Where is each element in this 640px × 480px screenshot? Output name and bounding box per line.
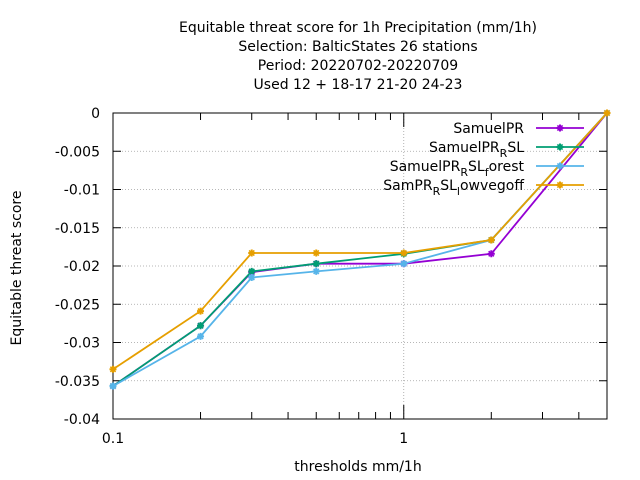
point-stroke bbox=[313, 249, 320, 257]
legend-label-part: SL bbox=[468, 159, 485, 175]
data-point bbox=[556, 162, 564, 170]
point-stroke bbox=[400, 249, 407, 257]
legend-label-part: owvegoff bbox=[460, 178, 524, 194]
y-tick-label: -0.04 bbox=[64, 412, 100, 428]
y-tick-label: -0.01 bbox=[64, 183, 100, 199]
point-stroke bbox=[109, 382, 117, 390]
legend-label: SamuelPR bbox=[453, 121, 524, 137]
series-line bbox=[112, 112, 608, 387]
title-line: Selection: BalticStates 26 stations bbox=[238, 39, 477, 55]
grid bbox=[113, 113, 607, 419]
point-stroke bbox=[313, 268, 320, 275]
point-stroke bbox=[603, 109, 611, 117]
title-line: Period: 20220702-20220709 bbox=[258, 58, 458, 74]
point-stroke bbox=[197, 322, 204, 329]
legend-label-part: R bbox=[500, 147, 508, 160]
y-tick-label: -0.015 bbox=[55, 221, 100, 237]
data-point bbox=[197, 332, 205, 340]
series-line bbox=[112, 112, 608, 387]
data-point bbox=[248, 249, 256, 257]
data-point bbox=[556, 124, 564, 132]
legend-entry: SamuelPR bbox=[453, 121, 584, 137]
point-stroke bbox=[556, 124, 564, 132]
data-point bbox=[487, 250, 495, 258]
data-point bbox=[556, 181, 564, 189]
legend-label-part: SamuelPR bbox=[429, 140, 500, 156]
point-stroke bbox=[248, 268, 255, 275]
legend-label-part: l bbox=[457, 185, 460, 198]
series-layer bbox=[109, 109, 611, 390]
legend: SamuelPRSamuelPRRSLSamuelPRRSLforestSamP… bbox=[383, 121, 584, 198]
point-stroke bbox=[556, 162, 564, 170]
y-tick-label: -0.025 bbox=[55, 297, 100, 313]
axes: 0 -0.005 -0.01 -0.015 -0.02 -0.025 -0.03 -0.035… bbox=[55, 106, 608, 447]
legend-entry: SamuelPRRSLforest bbox=[390, 159, 584, 179]
data-point bbox=[556, 143, 564, 151]
point-stroke bbox=[556, 181, 564, 189]
title-line: Used 12 + 18-17 21-20 24-23 bbox=[254, 77, 463, 93]
data-point bbox=[487, 236, 495, 244]
title-line: Equitable threat score for 1h Precipitat… bbox=[179, 20, 537, 36]
data-point bbox=[197, 322, 205, 330]
y-tick-label: -0.02 bbox=[64, 259, 100, 275]
point-stroke bbox=[556, 143, 564, 151]
legend-label-part: SamuelPR bbox=[390, 159, 461, 175]
point-stroke bbox=[197, 307, 204, 315]
point-stroke bbox=[488, 250, 495, 257]
y-tick-label: 0 bbox=[91, 106, 100, 122]
legend-entry: SamPRRSLlowvegoff bbox=[383, 178, 584, 198]
legend-label: SamuelPRRSLforest bbox=[390, 159, 525, 179]
series-line bbox=[112, 112, 608, 387]
x-tick-label: 0.1 bbox=[102, 431, 124, 447]
data-point bbox=[603, 109, 611, 117]
point-stroke bbox=[313, 260, 320, 267]
y-tick-label: -0.005 bbox=[55, 144, 100, 160]
point-stroke bbox=[248, 249, 255, 257]
y-tick-label: -0.035 bbox=[55, 374, 100, 390]
data-point bbox=[248, 267, 256, 275]
data-point bbox=[312, 260, 320, 268]
legend-label-part: R bbox=[433, 185, 441, 198]
legend-label-part: orest bbox=[489, 159, 525, 175]
plot-frame bbox=[112, 112, 608, 420]
point-stroke bbox=[197, 333, 204, 340]
legend-label-part: SL bbox=[440, 178, 457, 194]
legend-label-part: SamuelPR bbox=[453, 121, 524, 137]
data-point bbox=[400, 260, 408, 268]
legend-label-part: f bbox=[485, 166, 490, 179]
chart-title: Equitable threat score for 1h Precipitat… bbox=[179, 20, 537, 93]
legend-label: SamPRRSLlowvegoff bbox=[383, 178, 524, 198]
x-tick-label: 1 bbox=[399, 431, 408, 447]
point-stroke bbox=[109, 366, 117, 373]
point-stroke bbox=[488, 236, 495, 244]
legend-label: SamuelPRRSL bbox=[429, 140, 524, 160]
point-stroke bbox=[248, 274, 255, 281]
y-tick-label: -0.03 bbox=[64, 336, 100, 352]
data-point bbox=[197, 307, 205, 315]
point-stroke bbox=[400, 260, 407, 267]
legend-entry: SamuelPRRSL bbox=[429, 140, 584, 160]
legend-label-part: R bbox=[460, 166, 468, 179]
legend-label-part: SL bbox=[507, 140, 524, 156]
data-point bbox=[109, 365, 117, 373]
data-point bbox=[312, 249, 320, 257]
data-point bbox=[109, 382, 117, 390]
series-sampr-rsl-lowvegoff bbox=[109, 109, 611, 373]
data-point bbox=[248, 273, 256, 281]
x-axis-label: thresholds mm/1h bbox=[294, 459, 421, 475]
data-point bbox=[312, 267, 320, 275]
data-point bbox=[400, 249, 408, 257]
y-axis-label: Equitable threat score bbox=[9, 191, 25, 346]
legend-label-part: SamPR bbox=[383, 178, 433, 194]
